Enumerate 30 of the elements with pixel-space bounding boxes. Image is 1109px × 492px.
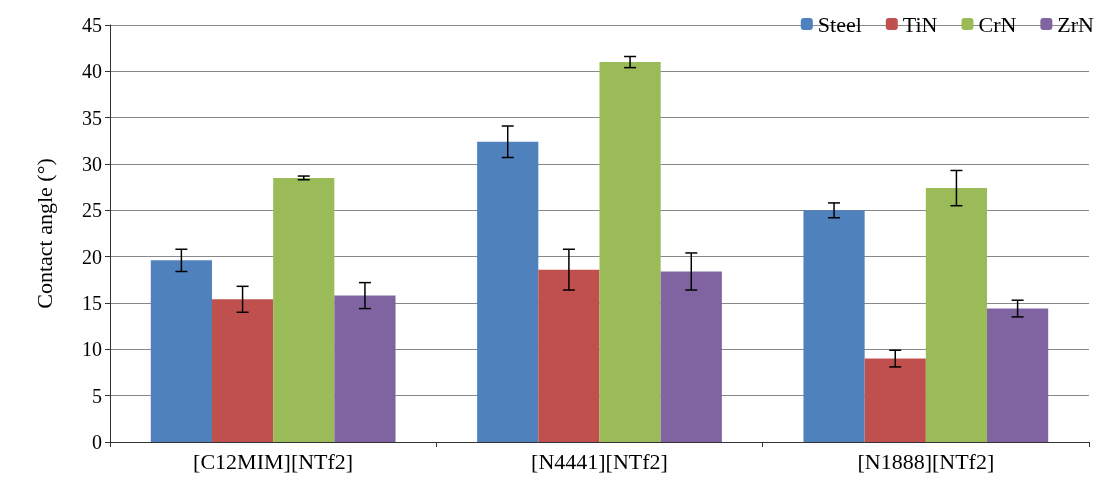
legend-label: TiN: [902, 11, 938, 37]
y-axis-title: Contact angle (°): [31, 158, 57, 309]
y-tick-label: 30: [82, 153, 102, 175]
bar: [477, 141, 539, 442]
bar: [150, 260, 212, 442]
y-tick-label: 15: [82, 292, 102, 314]
legend-label: CrN: [978, 11, 1017, 37]
y-tick-label: 5: [92, 384, 102, 407]
y-tick-label: 40: [82, 60, 102, 83]
bar: [273, 177, 335, 442]
bar: [803, 210, 865, 442]
y-tick-label: 25: [82, 199, 102, 222]
x-tick-label: [N4441][NTf2]: [531, 448, 668, 474]
bar: [864, 358, 926, 442]
y-tick-label: 35: [82, 106, 102, 129]
bar: [987, 308, 1049, 442]
bar: [925, 188, 988, 442]
legend-label: Steel: [817, 11, 862, 37]
y-tick-label: 20: [82, 245, 102, 268]
bar: [334, 295, 396, 442]
bar: [599, 62, 661, 442]
bar: [211, 299, 274, 442]
y-tick-label: 45: [82, 14, 102, 36]
bar: [660, 271, 722, 442]
legend-label: ZrN: [1057, 11, 1095, 37]
bar: [538, 269, 600, 442]
x-tick-label: [N1888][NTf2]: [857, 448, 995, 474]
y-tick-label: 0: [92, 431, 102, 453]
x-tick-label: [C12MIM][NTf2]: [193, 448, 354, 474]
y-tick-label: 10: [82, 338, 102, 361]
